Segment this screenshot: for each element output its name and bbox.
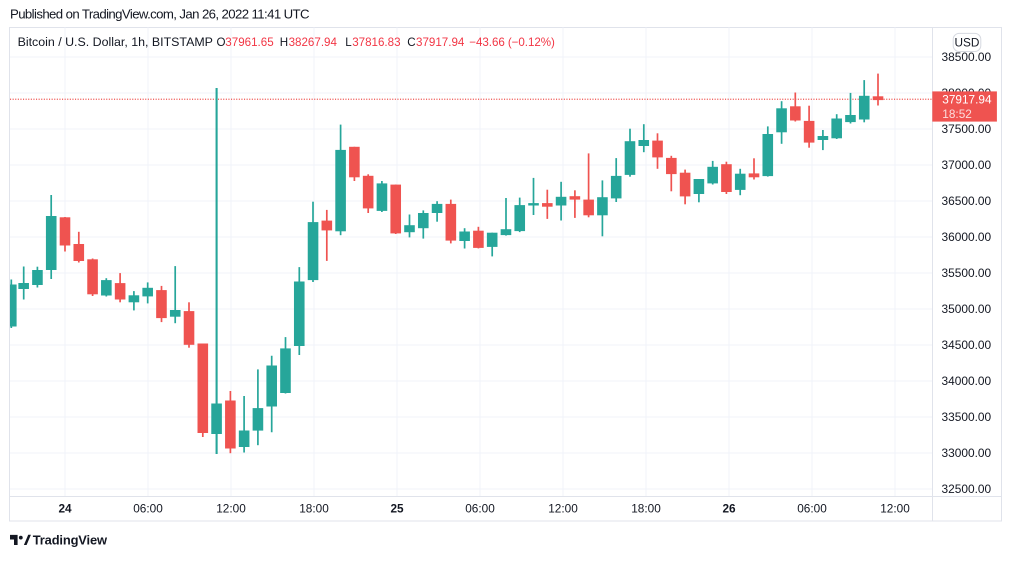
svg-text:25: 25 — [390, 501, 404, 515]
svg-text:37917.94: 37917.94 — [416, 36, 465, 49]
svg-text:18:00: 18:00 — [299, 501, 329, 515]
svg-text:35500.00: 35500.00 — [942, 266, 992, 280]
svg-text:O: O — [217, 36, 226, 49]
svg-text:24: 24 — [58, 501, 72, 515]
svg-text:C: C — [407, 36, 415, 49]
svg-text:34500.00: 34500.00 — [942, 338, 992, 352]
svg-text:33500.00: 33500.00 — [942, 410, 992, 424]
svg-text:−43.66 (−0.12%): −43.66 (−0.12%) — [469, 36, 555, 49]
svg-text:38267.94: 38267.94 — [289, 36, 338, 49]
svg-text:12:00: 12:00 — [880, 501, 910, 515]
svg-text:18:52: 18:52 — [942, 107, 972, 121]
svg-text:36000.00: 36000.00 — [942, 230, 992, 244]
svg-text:06:00: 06:00 — [465, 501, 495, 515]
svg-text:37961.65: 37961.65 — [225, 36, 273, 49]
svg-text:38500.00: 38500.00 — [942, 50, 992, 64]
svg-text:33000.00: 33000.00 — [942, 446, 992, 460]
svg-text:06:00: 06:00 — [133, 501, 163, 515]
svg-text:32500.00: 32500.00 — [942, 482, 992, 496]
svg-text:06:00: 06:00 — [797, 501, 827, 515]
svg-text:34000.00: 34000.00 — [942, 374, 992, 388]
svg-text:37000.00: 37000.00 — [942, 158, 992, 172]
svg-text:37917.94: 37917.94 — [942, 93, 992, 107]
svg-text:TradingView: TradingView — [33, 533, 108, 548]
svg-text:H: H — [280, 36, 288, 49]
svg-text:Bitcoin / U.S. Dollar, 1h, BIT: Bitcoin / U.S. Dollar, 1h, BITSTAMP — [18, 35, 213, 49]
svg-text:Published on TradingView.com,: Published on TradingView.com, Jan 26, 20… — [10, 7, 310, 22]
svg-text:37500.00: 37500.00 — [942, 122, 992, 136]
svg-text:12:00: 12:00 — [548, 501, 578, 515]
svg-text:37816.83: 37816.83 — [352, 36, 400, 49]
svg-text:12:00: 12:00 — [216, 501, 246, 515]
svg-text:36500.00: 36500.00 — [942, 194, 992, 208]
svg-text:35000.00: 35000.00 — [942, 302, 992, 316]
svg-text:18:00: 18:00 — [631, 501, 661, 515]
svg-text:USD: USD — [955, 36, 980, 50]
svg-text:26: 26 — [722, 501, 736, 515]
svg-text:L: L — [345, 36, 352, 49]
